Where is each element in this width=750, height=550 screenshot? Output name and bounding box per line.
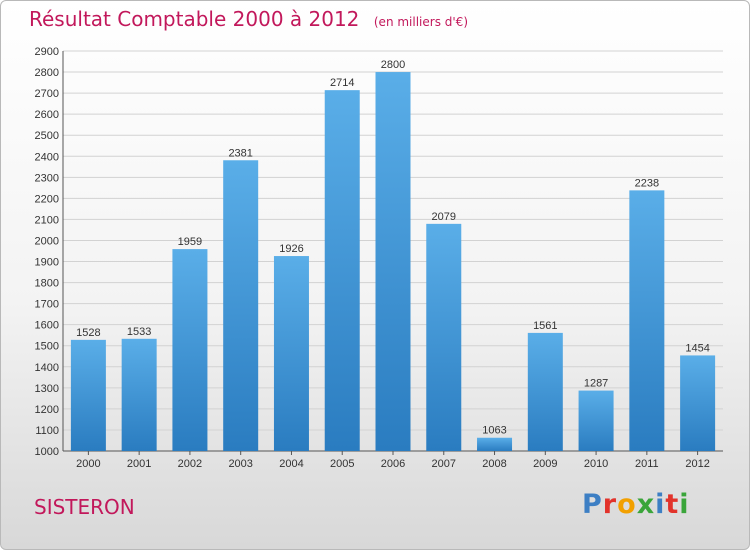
bar <box>375 72 411 451</box>
bar <box>629 190 665 452</box>
bar <box>680 355 716 451</box>
y-tick-label: 2000 <box>35 235 59 247</box>
x-tick-label: 2007 <box>432 458 456 470</box>
x-tick-label: 2006 <box>381 458 405 470</box>
value-label: 1287 <box>584 378 608 390</box>
y-tick-label: 2500 <box>35 130 59 142</box>
value-label: 2714 <box>330 77 354 89</box>
y-tick-label: 2700 <box>35 88 59 100</box>
y-tick-label: 2200 <box>35 193 59 205</box>
bar <box>527 332 563 451</box>
y-tick-label: 1300 <box>35 383 59 395</box>
proxiti-logo[interactable]: Proxiti <box>582 489 690 520</box>
logo-letter: x <box>636 489 656 520</box>
axes: 1000 1100 1200 1300 1400 1500 1600 1700 1800 1900… <box>35 46 723 470</box>
value-label: 1533 <box>127 326 151 338</box>
data-labels: 1528 1533 1959 2381 1926 2714 2800 2079 1063 1561… <box>76 59 710 437</box>
bar <box>324 90 360 451</box>
y-tick-label: 2100 <box>35 214 59 226</box>
logo-letter: t <box>665 489 680 520</box>
bar <box>121 338 157 451</box>
value-label: 1561 <box>533 320 557 332</box>
x-tick-label: 2002 <box>178 458 202 470</box>
y-tick-label: 1800 <box>35 278 59 290</box>
logo-letter: P <box>582 489 603 520</box>
y-tick-label: 1600 <box>35 320 59 332</box>
bar <box>578 390 614 451</box>
bars <box>70 72 716 452</box>
y-tick-label: 1200 <box>35 404 59 416</box>
x-tick-label: 2005 <box>330 458 354 470</box>
value-label: 1959 <box>178 236 202 248</box>
bar <box>223 160 259 451</box>
value-label: 1454 <box>685 342 709 354</box>
value-label: 1063 <box>482 425 506 437</box>
logo-letter: o <box>617 489 637 520</box>
y-tick-label: 1400 <box>35 362 59 374</box>
title-block: Résultat Comptable 2000 à 2012 (en milli… <box>29 7 468 31</box>
y-tick-label: 2300 <box>35 172 59 184</box>
y-tick-label: 2400 <box>35 151 59 163</box>
value-label: 1528 <box>76 327 100 339</box>
x-tick-label: 2003 <box>228 458 252 470</box>
logo-letter: r <box>602 489 618 520</box>
x-tick-label: 2000 <box>76 458 100 470</box>
bar <box>70 339 106 451</box>
logo-letter: i <box>679 489 690 520</box>
bar <box>477 437 513 451</box>
city-name: SISTERON <box>34 495 135 519</box>
x-tick-label: 2001 <box>127 458 151 470</box>
value-label: 2238 <box>635 177 659 189</box>
x-tick-label: 2009 <box>533 458 557 470</box>
chart-subtitle: (en milliers d'€) <box>373 15 468 29</box>
y-tick-label: 1700 <box>35 299 59 311</box>
x-tick-label: 2012 <box>685 458 709 470</box>
x-tick-label: 2010 <box>584 458 608 470</box>
value-label: 1926 <box>279 243 303 255</box>
x-tick-label: 2011 <box>635 458 659 470</box>
value-label: 2381 <box>228 147 252 159</box>
y-tick-label: 2900 <box>35 46 59 58</box>
y-tick-label: 1100 <box>35 425 59 437</box>
value-label: 2800 <box>381 59 405 71</box>
bar <box>273 256 309 451</box>
y-tick-label: 1000 <box>35 446 59 458</box>
bar <box>172 249 208 451</box>
chart-title: Résultat Comptable 2000 à 2012 <box>29 7 360 31</box>
y-tick-label: 1900 <box>35 257 59 269</box>
x-tick-label: 2008 <box>482 458 506 470</box>
value-label: 2079 <box>432 211 456 223</box>
y-tick-label: 2600 <box>35 109 59 121</box>
bar <box>426 223 462 451</box>
x-tick-label: 2004 <box>279 458 303 470</box>
logo-letter: i <box>655 489 666 520</box>
y-tick-label: 1500 <box>35 341 59 353</box>
y-tick-label: 2800 <box>35 67 59 79</box>
